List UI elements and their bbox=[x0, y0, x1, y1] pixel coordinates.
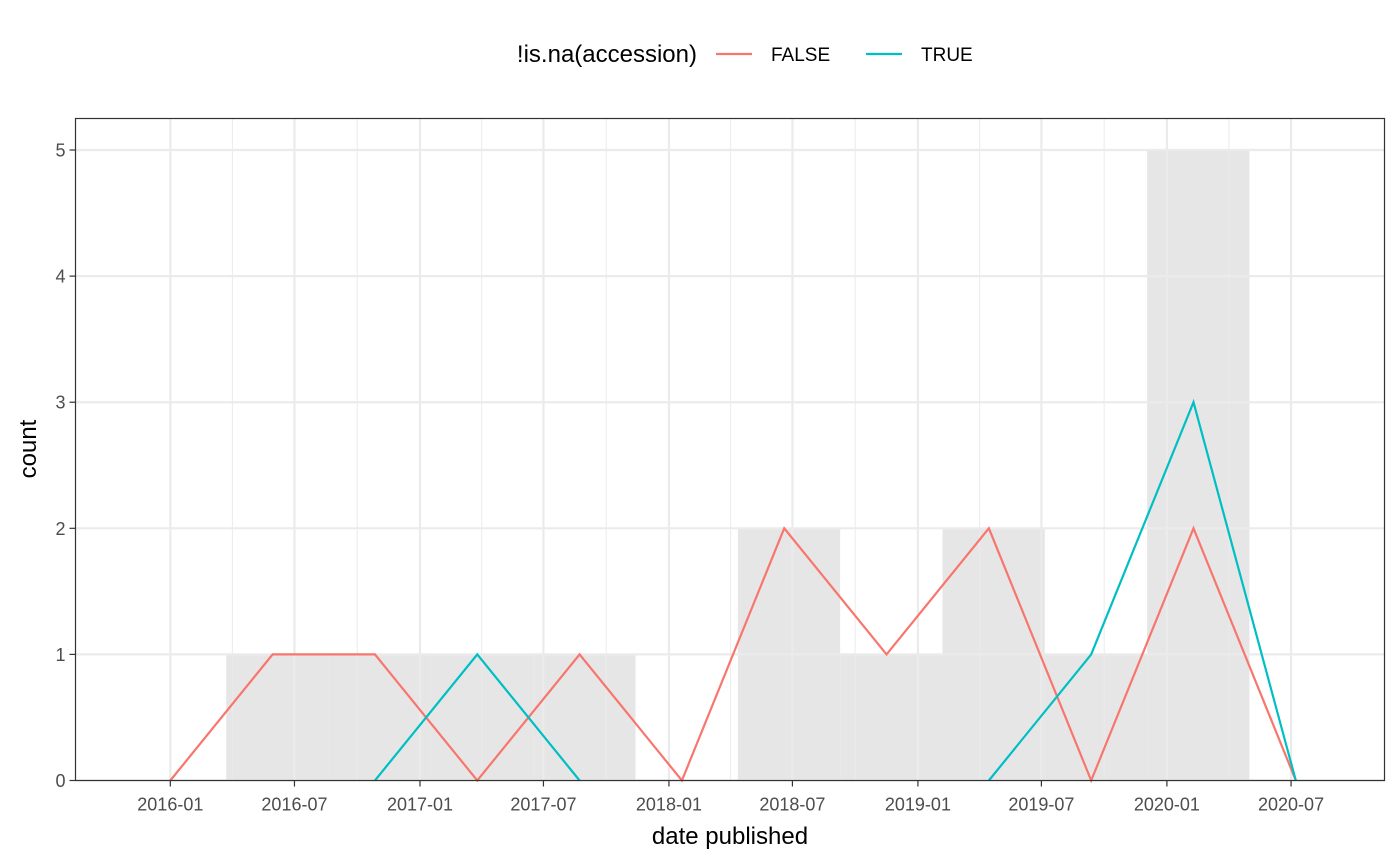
histogram-bars bbox=[226, 150, 1250, 781]
x-tick-label: 2019-01 bbox=[885, 795, 951, 815]
y-tick-label: 0 bbox=[55, 771, 65, 791]
series-line-false bbox=[169, 525, 1297, 784]
x-tick-label: 2017-01 bbox=[387, 795, 453, 815]
x-tick-label: 2018-01 bbox=[636, 795, 702, 815]
panel-border bbox=[74, 117, 1386, 782]
x-axis: 2016-01 2016-07 2017-01 2017-07 2018-01 2018-… bbox=[137, 780, 1324, 815]
legend: !is.na(accession) FALSE TRUE bbox=[517, 41, 973, 68]
histogram-bar bbox=[1147, 150, 1250, 781]
x-axis-title: date published bbox=[652, 823, 808, 850]
x-tick-label: 2016-01 bbox=[137, 795, 203, 815]
legend-label-false: FALSE bbox=[771, 45, 830, 66]
y-axis-title: count bbox=[15, 419, 42, 478]
grid-lines bbox=[75, 118, 1385, 782]
x-tick-label: 2016-07 bbox=[261, 795, 327, 815]
legend-title: !is.na(accession) bbox=[517, 41, 697, 68]
y-tick-label: 1 bbox=[55, 645, 65, 665]
series-lines bbox=[169, 398, 1297, 784]
y-tick-label: 3 bbox=[55, 393, 65, 413]
y-tick-label: 2 bbox=[55, 519, 65, 539]
histogram-bar bbox=[840, 654, 943, 781]
series-line-true bbox=[988, 398, 1297, 782]
series-line-true bbox=[374, 652, 581, 782]
histogram-bar bbox=[533, 654, 636, 781]
x-tick-label: 2018-07 bbox=[759, 795, 825, 815]
histogram-bar bbox=[226, 654, 329, 781]
legend-label-true: TRUE bbox=[921, 45, 973, 66]
histogram-bar bbox=[1044, 654, 1148, 781]
y-tick-label: 5 bbox=[55, 141, 65, 161]
x-tick-label: 2019-07 bbox=[1008, 795, 1074, 815]
x-tick-label: 2020-01 bbox=[1134, 795, 1200, 815]
x-tick-label: 2020-07 bbox=[1258, 795, 1324, 815]
histogram-bar bbox=[328, 654, 431, 781]
x-tick-label: 2017-07 bbox=[510, 795, 576, 815]
y-tick-label: 4 bbox=[55, 267, 65, 287]
y-axis: 0 1 2 3 4 5 bbox=[55, 141, 76, 791]
